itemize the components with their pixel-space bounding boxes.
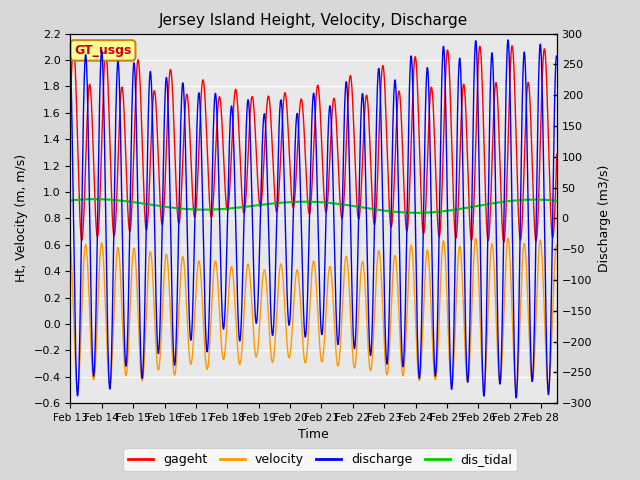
dis_tidal (192, 206, 200, 212)
dis_tidal (67, 198, 74, 204)
dis_tidal (553, 198, 561, 204)
dis_tidal (470, 204, 477, 209)
Y-axis label: Ht, Velocity (m, m/s): Ht, Velocity (m, m/s) (15, 155, 28, 282)
velocity (279, 277, 287, 283)
Line: gageht: gageht (70, 46, 557, 242)
gageht (212, 140, 220, 146)
velocity (374, 249, 382, 254)
discharge (479, 371, 486, 376)
gageht (279, 105, 287, 110)
discharge (504, 37, 512, 43)
dis_tidal (212, 206, 220, 212)
discharge (67, 53, 74, 59)
velocity (553, 242, 561, 248)
discharge (212, 94, 220, 99)
Legend: gageht, velocity, discharge, dis_tidal: gageht, velocity, discharge, dis_tidal (123, 448, 517, 471)
velocity (512, 386, 520, 392)
velocity (192, 289, 200, 295)
velocity (470, 265, 477, 271)
discharge (279, 135, 287, 141)
gageht (479, 92, 486, 97)
discharge (553, 54, 561, 60)
gageht (192, 207, 200, 213)
velocity (212, 260, 220, 265)
discharge (512, 395, 520, 401)
Line: discharge: discharge (70, 40, 557, 398)
gageht (500, 239, 508, 245)
X-axis label: Time: Time (298, 429, 329, 442)
gageht (374, 153, 382, 159)
discharge (374, 68, 382, 73)
dis_tidal (91, 196, 99, 202)
Y-axis label: Discharge (m3/s): Discharge (m3/s) (598, 165, 611, 272)
gageht (508, 43, 516, 48)
gageht (67, 102, 74, 108)
dis_tidal (413, 210, 420, 216)
velocity (504, 235, 512, 241)
discharge (470, 108, 477, 114)
Text: GT_usgs: GT_usgs (74, 44, 132, 57)
Line: velocity: velocity (70, 238, 557, 389)
velocity (67, 242, 74, 248)
dis_tidal (374, 207, 382, 213)
discharge (192, 165, 200, 170)
Line: dis_tidal: dis_tidal (70, 199, 557, 213)
gageht (553, 151, 561, 157)
velocity (479, 376, 486, 382)
gageht (470, 216, 477, 221)
Title: Jersey Island Height, Velocity, Discharge: Jersey Island Height, Velocity, Discharg… (159, 13, 468, 28)
dis_tidal (479, 202, 486, 208)
dis_tidal (279, 200, 287, 205)
